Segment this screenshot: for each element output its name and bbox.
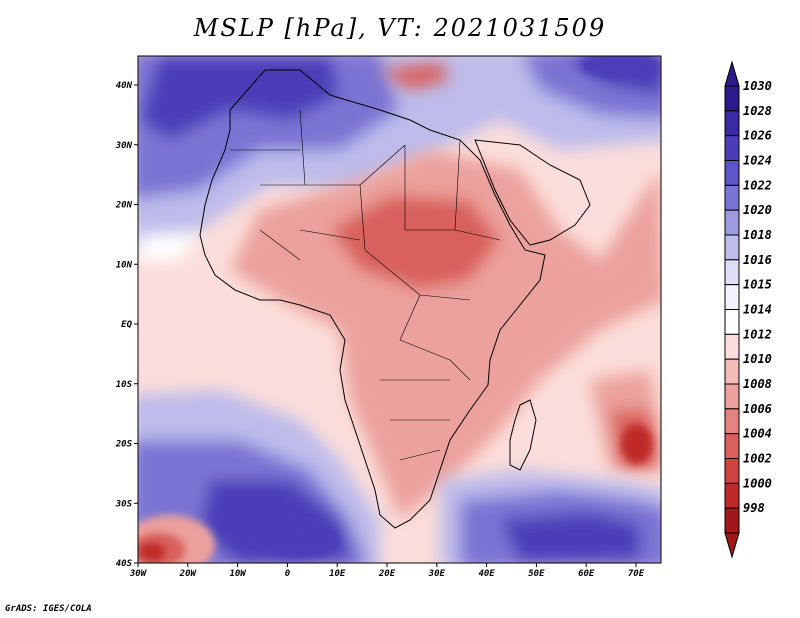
colorbar-label: 1018 [743, 228, 772, 242]
colorbar-swatch [724, 284, 740, 310]
colorbar-swatch [724, 507, 740, 534]
lat-tick-label: 40N [116, 81, 133, 91]
africa-coastline [199, 69, 546, 529]
lat-tick-label: 20N [115, 201, 133, 211]
colorbar-swatch [724, 110, 740, 137]
colorbar-swatch [724, 184, 740, 211]
pressure-field [138, 56, 661, 563]
lon-tick-label: 0 [285, 569, 291, 579]
lon-tick-label: 10E [329, 569, 346, 579]
lat-tick-label: EQ [121, 320, 132, 330]
colorbar-label: 1000 [743, 476, 772, 490]
colorbar-label: 1022 [743, 178, 772, 192]
lat-tick-label: 10N [116, 260, 133, 270]
southern-highs [138, 390, 661, 563]
colorbar-label: 1008 [743, 377, 772, 391]
colorbar-label: 1014 [743, 303, 772, 317]
lon-tick-label: 20W [179, 569, 198, 579]
colorbar-top-arrow [724, 60, 740, 87]
lon-tick-label: 20E [378, 569, 396, 579]
latitude-axis: 40N 30N 20N 10N EQ 10S 20S 30S 40S [115, 81, 138, 569]
colorbar-swatch [724, 433, 740, 459]
pressure-cores [138, 56, 660, 563]
colorbar-swatch [724, 309, 740, 335]
colorbar-label: 1026 [743, 129, 772, 143]
colorbar-swatch [724, 234, 740, 261]
lat-tick-label: 30N [115, 141, 133, 151]
colorbar-label: 1002 [743, 452, 772, 466]
colorbar-bottom-arrow [724, 532, 740, 559]
colorbar-swatch [724, 358, 740, 385]
colorbar-label: 998 [743, 501, 765, 515]
lon-tick-label: 70E [628, 569, 645, 579]
plot-frame [137, 55, 662, 564]
longitude-axis: 30W 20W 10W 0 10E 20E 30E 40E 50E 60E 70E [129, 563, 645, 579]
lat-tick-label: 30S [115, 499, 133, 509]
colorbar-swatch [724, 85, 740, 112]
lon-tick-label: 30W [129, 569, 148, 579]
colorbar-swatch [724, 209, 740, 236]
colorbar-label: 1016 [743, 253, 772, 267]
lon-tick-label: 50E [528, 569, 545, 579]
colorbar-label: 1030 [743, 79, 772, 93]
colorbar-label: 1010 [743, 352, 772, 366]
colorbar-label: 1006 [743, 402, 772, 416]
colorbar-label: 1004 [743, 427, 772, 441]
colorbar-label: 1015 [743, 278, 772, 292]
lat-tick-label: 10S [116, 380, 133, 390]
colorbar: 1030 1028 1026 1024 1022 1020 1018 1016 1015 1014… [724, 60, 772, 559]
colorbar-swatch [724, 383, 740, 410]
colorbar-swatch [724, 160, 740, 186]
lon-tick-label: 30E [428, 569, 446, 579]
footer-credit: GrADS: IGES/COLA [5, 604, 92, 614]
colorbar-label: 1012 [743, 327, 772, 341]
lon-tick-label: 60E [578, 569, 595, 579]
colorbar-swatch [724, 333, 740, 360]
lat-tick-label: 40S [116, 559, 133, 569]
madagascar-coastline [509, 399, 537, 471]
colorbar-label: 1020 [743, 203, 772, 217]
chart-title: MSLP [hPa], VT: 2021031509 [193, 14, 607, 42]
colorbar-swatch [724, 408, 740, 435]
lon-tick-label: 10W [229, 569, 247, 579]
colorbar-swatch [724, 482, 740, 509]
lat-tick-label: 20S [115, 440, 133, 450]
colorbar-label: 1024 [743, 154, 772, 168]
boundary-lines [230, 109, 501, 461]
colorbar-label: 1028 [743, 104, 772, 118]
colorbar-swatch [724, 135, 740, 162]
colorbar-swatch [724, 458, 740, 484]
colorbar-swatch [724, 259, 740, 286]
lon-tick-label: 40E [478, 569, 495, 579]
arabia-coastline [474, 139, 591, 246]
coastlines [199, 69, 591, 529]
continental-low [230, 62, 661, 520]
